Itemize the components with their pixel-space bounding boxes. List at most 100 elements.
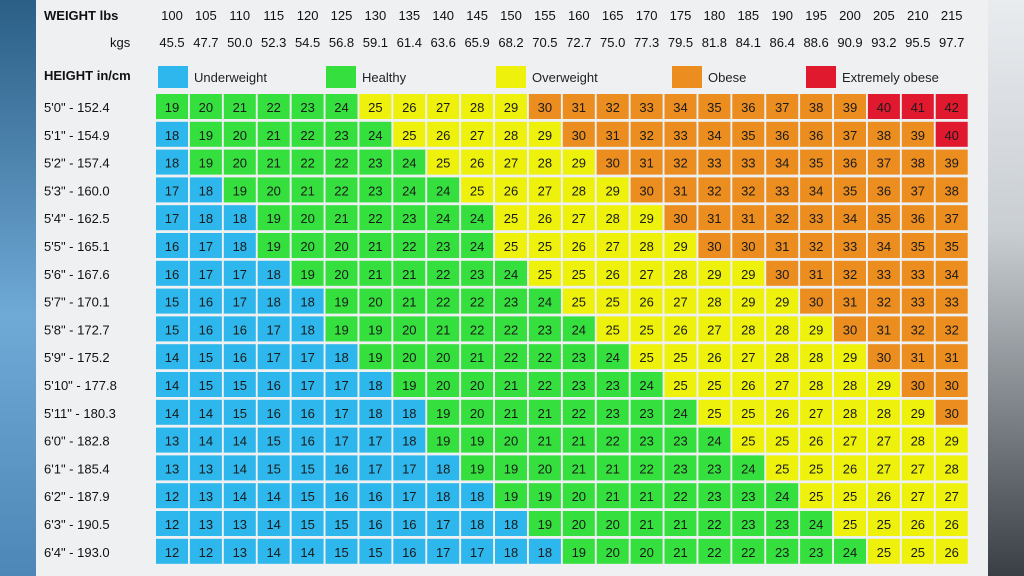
weight-lbs-label: 200: [839, 8, 861, 23]
bmi-cell: [867, 511, 900, 536]
bmi-value-label: 18: [199, 211, 213, 226]
bmi-value-label: 33: [639, 100, 653, 115]
legend-label: Overweight: [532, 70, 598, 85]
bmi-cell: [325, 455, 358, 481]
bmi-value-label: 23: [673, 461, 687, 476]
bmi-value-label: 33: [944, 295, 958, 310]
bmi-value-label: 28: [504, 128, 518, 143]
weight-lbs-label: 160: [568, 8, 590, 23]
bmi-value-label: 16: [402, 545, 416, 560]
bmi-cell: [800, 344, 833, 370]
bmi-value-label: 21: [504, 406, 518, 421]
bmi-cell: [630, 483, 663, 509]
bmi-value-label: 25: [741, 434, 755, 449]
bmi-value-label: 18: [165, 156, 179, 171]
bmi-cell: [528, 149, 561, 175]
bmi-cell: [359, 149, 392, 175]
bmi-cell: [935, 177, 968, 203]
bmi-cell: [257, 372, 290, 397]
weight-kgs-label: 72.7: [566, 35, 591, 50]
bmi-cell: [935, 205, 968, 231]
bmi-value-label: 26: [572, 239, 586, 254]
bmi-cell: [800, 511, 833, 536]
weight-kgs-label: 81.8: [702, 35, 727, 50]
bmi-cell: [800, 483, 833, 509]
bmi-value-label: 21: [402, 267, 416, 282]
weight-kgs-label: 75.0: [600, 35, 625, 50]
bmi-value-label: 27: [911, 461, 925, 476]
bmi-value-label: 19: [504, 461, 518, 476]
bmi-cell: [596, 399, 629, 425]
bmi-cell: [528, 538, 561, 564]
bmi-value-label: 22: [572, 406, 586, 421]
bmi-value-label: 36: [809, 128, 823, 143]
bmi-cell: [528, 121, 561, 147]
bmi-value-label: 21: [402, 295, 416, 310]
bmi-value-label: 19: [538, 489, 552, 504]
bmi-value-label: 22: [470, 295, 484, 310]
weight-kgs-label: 84.1: [736, 35, 761, 50]
height-header: HEIGHT in/cm: [44, 68, 131, 83]
bmi-value-label: 17: [334, 406, 348, 421]
bmi-cell: [901, 399, 934, 425]
bmi-cell: [935, 288, 968, 314]
bmi-value-label: 12: [165, 489, 179, 504]
bmi-value-label: 29: [775, 295, 789, 310]
bmi-value-label: 37: [911, 183, 925, 198]
bmi-cell: [800, 538, 833, 564]
bmi-value-label: 27: [877, 434, 891, 449]
bmi-value-label: 16: [368, 489, 382, 504]
bmi-value-label: 32: [639, 128, 653, 143]
bmi-cell: [630, 427, 663, 453]
bmi-value-label: 23: [334, 128, 348, 143]
bmi-value-label: 28: [538, 156, 552, 171]
bmi-value-label: 15: [266, 434, 280, 449]
weight-kgs-label: 61.4: [397, 35, 422, 50]
bmi-value-label: 25: [673, 350, 687, 365]
bmi-value-label: 32: [775, 211, 789, 226]
bmi-value-label: 18: [368, 406, 382, 421]
bmi-value-label: 30: [877, 350, 891, 365]
bmi-cell: [189, 177, 222, 203]
weight-kgs-label: 68.2: [498, 35, 523, 50]
height-label: 5'11" - 180.3: [44, 406, 116, 421]
bmi-cell: [223, 288, 256, 314]
bmi-cell: [257, 538, 290, 564]
bmi-cell: [291, 149, 324, 175]
bmi-value-label: 25: [775, 461, 789, 476]
bmi-value-label: 24: [809, 517, 823, 532]
bmi-cell: [359, 538, 392, 564]
bmi-value-label: 23: [368, 156, 382, 171]
bmi-cell: [189, 288, 222, 314]
bmi-cell: [359, 316, 392, 342]
bmi-value-label: 37: [877, 156, 891, 171]
bmi-cell: [596, 538, 629, 564]
bmi-value-label: 27: [809, 406, 823, 421]
bmi-value-label: 23: [402, 211, 416, 226]
bmi-cell: [834, 344, 866, 370]
weight-lbs-label: 180: [704, 8, 726, 23]
bmi-value-label: 25: [504, 211, 518, 226]
bmi-value-label: 23: [673, 434, 687, 449]
bmi-value-label: 22: [334, 183, 348, 198]
bmi-value-label: 22: [300, 156, 314, 171]
weight-kgs-label: 47.7: [193, 35, 218, 50]
weight-kgs-label: 70.5: [532, 35, 557, 50]
bmi-cell: [867, 288, 900, 314]
bmi-cell: [935, 316, 968, 342]
bmi-cell: [393, 399, 426, 425]
bmi-cell: [698, 316, 731, 342]
bmi-value-label: 18: [368, 378, 382, 393]
bmi-cell: [664, 205, 697, 231]
bmi-value-label: 21: [673, 545, 687, 560]
bmi-value-label: 23: [741, 517, 755, 532]
bmi-cell: [528, 372, 561, 397]
bmi-value-label: 22: [538, 350, 552, 365]
bmi-cell: [867, 455, 900, 481]
bmi-cell: [867, 149, 900, 175]
bmi-cell: [461, 288, 494, 314]
bmi-value-label: 20: [300, 211, 314, 226]
bmi-value-label: 36: [741, 100, 755, 115]
bmi-value-label: 21: [233, 100, 247, 115]
bmi-value-label: 38: [809, 100, 823, 115]
